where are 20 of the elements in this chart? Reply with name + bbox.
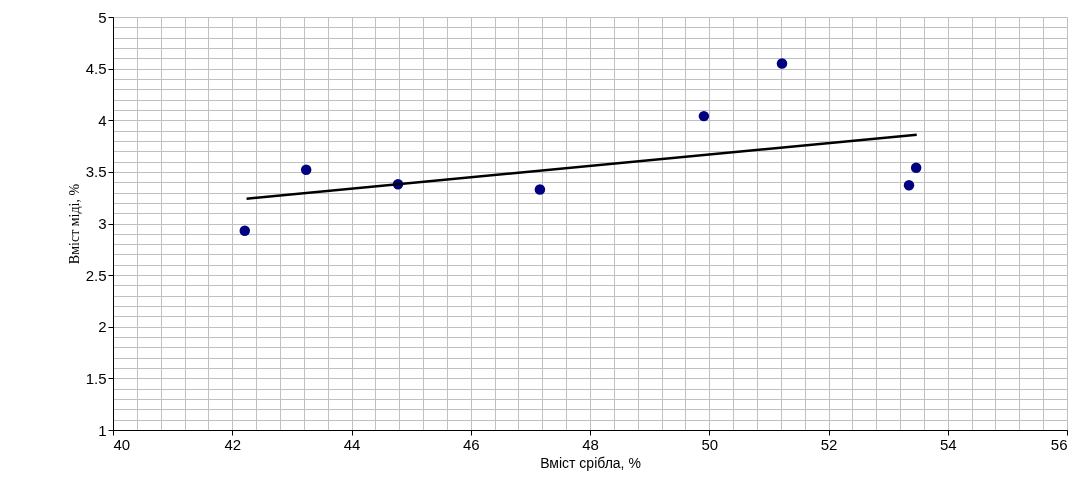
y-tick-label: 3.5 [85,163,107,181]
x-tick-label: 52 [820,435,838,453]
y-tick-label: 1 [98,421,107,439]
y-axis-title: Вміст міді, % [66,183,82,265]
x-tick-label: 54 [939,435,957,453]
y-tick-label: 3 [98,215,107,232]
y-tick-label: 5 [98,8,107,26]
x-tick-label: 48 [582,435,599,453]
y-tick-label: 2 [98,318,107,336]
x-tick-label: 56 [1050,435,1068,453]
x-tick-label: 50 [701,435,719,453]
y-tick-label: 1.5 [85,369,107,387]
y-tick-label: 2.5 [85,266,107,284]
y-tick-label: 4.5 [85,60,107,78]
x-axis-title: Вміст срібла, % [540,454,641,471]
x-tick-label: 40 [113,435,131,453]
x-tick-label: 46 [462,435,480,453]
x-tick-label: 42 [224,435,242,453]
x-tick-label: 44 [343,435,361,453]
y-tick-label: 4 [98,111,107,129]
